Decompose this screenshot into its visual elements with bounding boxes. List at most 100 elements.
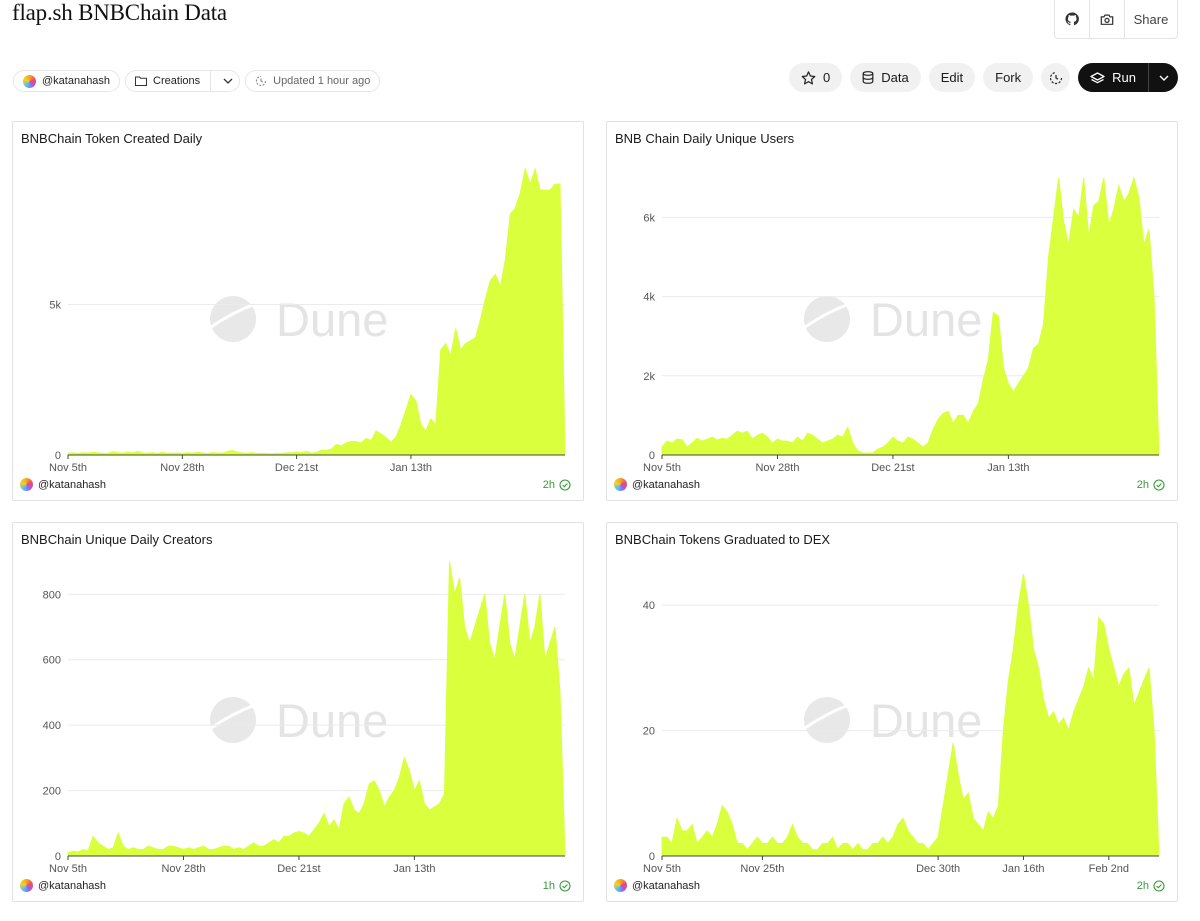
- area-chart: Dune 0 200 400 600 800 Nov 5th Nov 28th Dec 21st…: [43, 561, 566, 875]
- check-circle-icon: [1153, 880, 1165, 892]
- y-tick-label: 0: [649, 851, 655, 863]
- updated-text: Updated 1 hour ago: [273, 75, 371, 87]
- share-button[interactable]: Share: [1133, 11, 1169, 27]
- x-tick-label: Nov 28th: [755, 462, 799, 474]
- author-name: @katanahash: [42, 75, 111, 87]
- chart-author-name: @katanahash: [632, 478, 701, 491]
- x-tick-label: Nov 5th: [643, 863, 681, 875]
- data-button[interactable]: Data: [850, 63, 921, 92]
- collection-dropdown[interactable]: [217, 71, 239, 91]
- run-dropdown[interactable]: [1149, 63, 1178, 92]
- chart-author-name: @katanahash: [632, 879, 701, 892]
- chart-title: BNBChain Unique Daily Creators: [21, 532, 213, 547]
- layers-icon: [1090, 71, 1105, 83]
- y-tick-label: 20: [643, 726, 655, 738]
- collection-name: Creations: [153, 75, 201, 87]
- y-tick-label: 0: [55, 450, 61, 462]
- freshness-badge: 2h: [543, 479, 571, 491]
- chart-author[interactable]: @katanahash: [20, 478, 106, 491]
- chart-author-name: @katanahash: [38, 879, 107, 892]
- x-tick-label: Feb 2nd: [1089, 863, 1129, 875]
- x-tick-label: Dec 21st: [275, 462, 318, 474]
- check-circle-icon: [1153, 479, 1165, 491]
- data-label: Data: [881, 70, 909, 85]
- dune-logo-stripe: [804, 703, 850, 730]
- y-tick-label: 40: [643, 600, 655, 612]
- y-tick-label: 600: [43, 655, 61, 667]
- freshness-badge: 2h: [1137, 479, 1165, 491]
- chart-card-tokens-created[interactable]: BNBChain Token Created Daily Dune 0 5k Nov …: [12, 121, 584, 501]
- camera-icon: [1100, 14, 1114, 25]
- star-button[interactable]: 0: [789, 63, 843, 92]
- dune-logo-icon: [804, 697, 850, 743]
- star-icon: [801, 70, 816, 84]
- series-area: [661, 175, 1160, 456]
- chart-title: BNBChain Token Created Daily: [21, 131, 203, 146]
- series-area: [67, 561, 566, 857]
- chart-card-unique-creators[interactable]: BNBChain Unique Daily Creators Dune 0 200 4…: [12, 522, 584, 902]
- chart-author[interactable]: @katanahash: [614, 879, 700, 892]
- refresh-clock-icon: [256, 75, 267, 87]
- dune-logo-stripe: [210, 302, 256, 329]
- y-tick-label: 4k: [643, 292, 655, 304]
- x-tick-label: Nov 5th: [49, 462, 87, 474]
- edit-button[interactable]: Edit: [928, 63, 976, 92]
- chart-card-unique-users[interactable]: BNB Chain Daily Unique Users Dune 0 2k 4k 6k…: [606, 121, 1178, 501]
- x-tick-label: Nov 5th: [49, 863, 87, 875]
- avatar: [614, 879, 627, 892]
- x-tick-label: Dec 30th: [916, 863, 960, 875]
- dune-watermark: Dune: [210, 293, 388, 346]
- dune-logo-icon: [210, 697, 256, 743]
- dune-watermark-text: Dune: [276, 293, 388, 346]
- dune-watermark-text: Dune: [870, 293, 982, 346]
- schedule-button[interactable]: [1041, 63, 1071, 92]
- freshness-age: 2h: [1136, 479, 1149, 491]
- freshness-age: 1h: [542, 880, 555, 892]
- y-tick-label: 5k: [49, 300, 61, 312]
- chevron-down-icon: [1159, 75, 1168, 81]
- check-circle-icon: [559, 880, 571, 892]
- x-tick-label: Nov 25th: [740, 863, 784, 875]
- x-tick-label: Dec 21st: [277, 863, 320, 875]
- chart-author[interactable]: @katanahash: [20, 879, 106, 892]
- freshness-age: 2h: [1136, 880, 1149, 892]
- x-tick-label: Jan 16th: [1002, 863, 1044, 875]
- updated-status: Updated 1 hour ago: [245, 70, 381, 92]
- x-tick-label: Jan 13th: [987, 462, 1029, 474]
- dune-logo-icon: [804, 296, 850, 342]
- database-icon: [862, 71, 874, 84]
- dashboard-title: flap.sh BNBChain Data: [12, 0, 227, 25]
- x-tick-label: Nov 28th: [160, 462, 204, 474]
- run-button-group: Run: [1078, 63, 1178, 92]
- chart-author-name: @katanahash: [38, 478, 107, 491]
- area-chart: Dune 0 5k Nov 5th Nov 28th Dec 21st Jan 13th: [49, 167, 566, 474]
- dashboard-meta: @katanahash Creations Updated 1 hour ago: [13, 70, 381, 92]
- run-button[interactable]: Run: [1078, 63, 1149, 92]
- author-link[interactable]: @katanahash: [13, 70, 121, 92]
- y-tick-label: 0: [649, 450, 655, 462]
- chart-author[interactable]: @katanahash: [614, 478, 700, 491]
- run-label: Run: [1112, 70, 1136, 85]
- dune-watermark: Dune: [804, 293, 982, 346]
- y-tick-label: 2k: [643, 371, 655, 383]
- collection-selector[interactable]: Creations: [125, 70, 241, 92]
- folder-icon: [135, 76, 148, 86]
- chart-title: BNBChain Tokens Graduated to DEX: [615, 532, 831, 547]
- freshness-age: 2h: [542, 479, 555, 491]
- top-toolbar: Share: [1054, 0, 1178, 39]
- avatar: [20, 879, 33, 892]
- avatar: [614, 478, 627, 491]
- dashboard-actions: 0 Data Edit Fork Run: [789, 63, 1178, 92]
- y-tick-label: 0: [55, 851, 61, 863]
- screenshot-button[interactable]: [1090, 0, 1125, 38]
- dune-watermark: Dune: [210, 694, 388, 747]
- x-tick-label: Jan 13th: [390, 462, 432, 474]
- area-chart: Dune 0 20 40 Nov 5th Nov 25th Dec 30th Jan 16th…: [643, 573, 1160, 875]
- dune-watermark-text: Dune: [276, 694, 388, 747]
- github-button[interactable]: [1055, 0, 1090, 38]
- schedule-clock-icon: [1049, 71, 1062, 84]
- freshness-badge: 2h: [1137, 880, 1165, 892]
- fork-button[interactable]: Fork: [983, 63, 1034, 92]
- chart-card-graduated-to-dex[interactable]: BNBChain Tokens Graduated to DEX Dune 0 20…: [606, 522, 1178, 902]
- avatar: [23, 74, 36, 88]
